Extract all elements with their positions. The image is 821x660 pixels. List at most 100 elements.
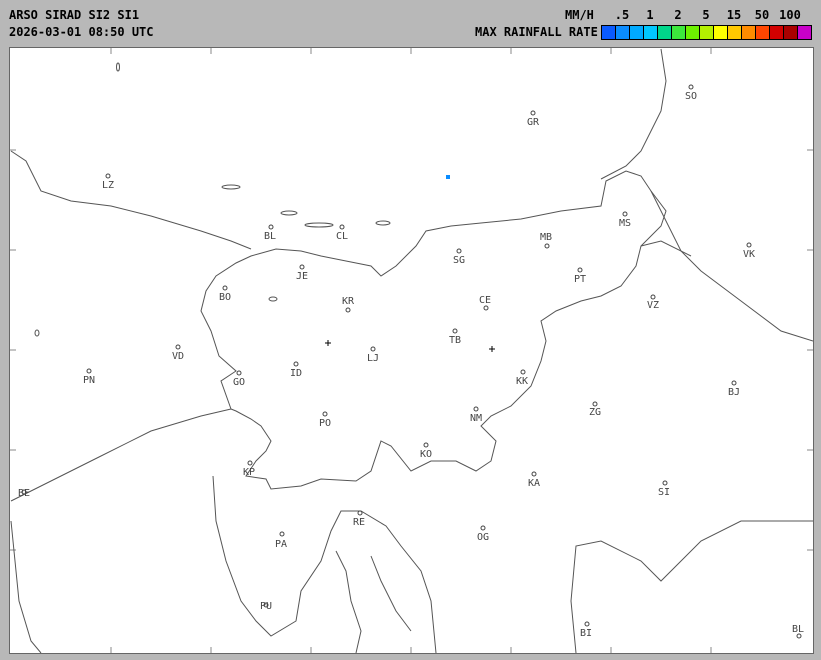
city-kp: KP [243, 460, 255, 478]
city-label: LZ [102, 180, 114, 191]
legend-swatch [798, 26, 811, 39]
city-dot [299, 264, 305, 270]
city-dot [650, 294, 656, 300]
city-label: BL [792, 624, 804, 635]
legend-swatch [644, 26, 658, 39]
legend-swatch [756, 26, 770, 39]
slovenia-border [200, 170, 667, 490]
city-dot [423, 442, 429, 448]
city-label: VD [172, 351, 184, 362]
borders-and-coastlines [10, 48, 814, 654]
city-bl: BL [792, 624, 804, 639]
city-kk: KK [516, 369, 528, 387]
city-dot [293, 361, 299, 367]
city-mb: MB [540, 232, 552, 249]
city-label: TB [449, 335, 461, 346]
legend-tick: 2 [674, 8, 682, 22]
city-zg: ZG [589, 401, 601, 418]
legend-swatch [700, 26, 714, 39]
city-re: RE [353, 510, 365, 528]
city-dot [263, 602, 269, 608]
city-dot [688, 84, 694, 90]
austria-italy-border [10, 150, 252, 250]
city-id: ID [290, 361, 302, 379]
timestamp: 2026-03-01 08:50 UTC [9, 25, 154, 39]
city-label: GR [527, 117, 540, 128]
city-label: KR [342, 296, 355, 307]
legend-swatch [658, 26, 672, 39]
city-dot [175, 344, 181, 350]
city-label: PT [574, 274, 586, 285]
city-label: SO [685, 91, 697, 102]
radar-map[interactable]: SO GR LZ BL CL MS MB VK SG JE PT BO VZ KR CE TB VD LJ PN ID… [9, 47, 814, 654]
city-dot [247, 460, 253, 466]
city-label: CE [479, 295, 491, 306]
city-label: SI [658, 487, 670, 498]
city-dot [480, 525, 486, 531]
city-dot [339, 224, 345, 230]
city-label: OG [477, 532, 489, 543]
city-dot [105, 173, 111, 179]
cres-island [370, 555, 412, 632]
city-je: JE [296, 264, 308, 282]
city-label: KK [516, 376, 528, 387]
legend-tick: 5 [702, 8, 710, 22]
city-lz: LZ [102, 173, 114, 191]
city-pa: PA [275, 531, 287, 550]
city-dot [592, 401, 598, 407]
legend-swatch [616, 26, 630, 39]
city-dot [584, 621, 590, 627]
city-label: PN [83, 375, 95, 386]
legend-swatch [770, 26, 784, 39]
city-be: BE [18, 488, 30, 499]
city-dot [279, 531, 285, 537]
city-pt: PT [574, 267, 586, 285]
city-si: SI [658, 480, 670, 498]
city-label: BL [264, 231, 276, 242]
croatia-hungary-border [650, 190, 814, 342]
city-dot [86, 368, 92, 374]
city-bo: BO [219, 285, 231, 303]
city-dot [357, 510, 363, 516]
city-dot [662, 480, 668, 486]
city-label: KA [528, 478, 540, 489]
legend-swatch [672, 26, 686, 39]
product-title: ARSO SIRAD SI2 SI1 [9, 8, 140, 22]
legend-swatch [728, 26, 742, 39]
city-og: OG [477, 525, 489, 543]
city-label: RE [353, 517, 365, 528]
legend-swatch [630, 26, 644, 39]
city-label: SG [453, 255, 465, 266]
krk-island [335, 550, 362, 654]
city-ms: MS [619, 211, 631, 229]
legend-tick: 15 [726, 8, 742, 22]
legend-unit: MM/H [565, 8, 594, 22]
city-label: BJ [728, 387, 740, 398]
legend-swatch [602, 26, 616, 39]
radar-site-cross [489, 346, 495, 352]
city-tb: TB [449, 328, 461, 346]
city-dot [222, 285, 228, 291]
city-vz: VZ [647, 294, 659, 311]
color-legend [601, 25, 812, 40]
city-dot [452, 328, 458, 334]
city-dot [520, 369, 526, 375]
city-vd: VD [172, 344, 184, 362]
west-coast [10, 520, 42, 654]
city-dot [746, 242, 752, 248]
legend-tick: .5 [614, 8, 630, 22]
city-ka: KA [528, 471, 540, 489]
istria-coast [212, 475, 437, 654]
city-label: JE [296, 271, 308, 282]
map-canvas: SO GR LZ BL CL MS MB VK SG JE PT BO VZ KR CE TB VD LJ PN ID… [10, 48, 814, 654]
rain-echoes [446, 175, 450, 179]
legend-swatch [714, 26, 728, 39]
city-label: ID [290, 368, 302, 379]
city-dot [456, 248, 462, 254]
austria-hungary-border [600, 48, 667, 180]
croatia-bosnia-border [570, 520, 813, 654]
city-dot [268, 224, 274, 230]
legend-swatch [742, 26, 756, 39]
city-bi: BI [580, 621, 592, 639]
